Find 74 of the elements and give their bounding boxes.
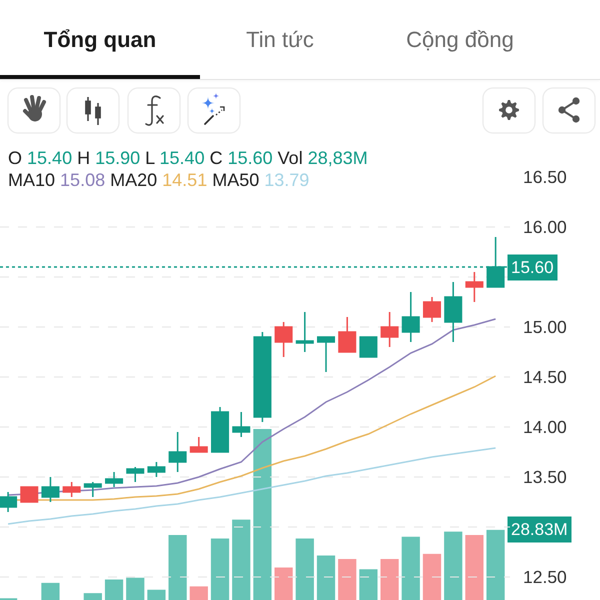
candlestick [465, 271, 484, 303]
candlestick [211, 406, 230, 453]
y-tick-label: 14.00 [523, 417, 568, 438]
annotation: 14.51 [162, 170, 208, 190]
bar [147, 590, 166, 600]
text: 15.40 [160, 148, 205, 168]
candlestick [253, 331, 272, 423]
text: 28,83M [308, 148, 368, 168]
text: O [8, 148, 22, 168]
bar [253, 429, 272, 600]
candlestick [232, 411, 250, 438]
annotation: MA10 [8, 170, 56, 190]
bar [422, 554, 442, 600]
text: L [145, 148, 155, 168]
text: Tin tức [245, 26, 315, 54]
y-tick-label: 12.50 [523, 567, 568, 588]
candlestick [380, 311, 399, 348]
candlestick [20, 486, 38, 503]
bar [465, 535, 484, 600]
annotation: MA50 [212, 170, 260, 190]
bar [359, 569, 378, 600]
candlestick [147, 461, 166, 478]
annotation: MA20 [110, 170, 158, 190]
bar [486, 530, 505, 600]
text: 15.60 [228, 148, 273, 168]
line-series [7, 447, 496, 525]
bar [444, 532, 462, 600]
bar [296, 538, 314, 600]
candlestick [296, 311, 314, 353]
bar [380, 558, 399, 600]
annotation: 15.08 [60, 170, 106, 190]
candlestick [316, 336, 336, 373]
bar [232, 520, 250, 600]
candlestick [422, 296, 442, 323]
bar [41, 582, 60, 600]
y-tick-label: 16.50 [523, 167, 568, 188]
line-series [7, 318, 496, 496]
annotation: 13.79 [264, 170, 310, 190]
candlestick [444, 281, 462, 343]
bar [338, 558, 356, 600]
bar [190, 586, 208, 600]
bar [84, 593, 102, 600]
text: Cộng đồng [405, 26, 515, 54]
y-tick-label: 15.00 [523, 317, 568, 338]
y-tick-label: 14.50 [523, 367, 568, 388]
candlestick [84, 481, 102, 498]
candlestick [190, 436, 208, 453]
text: C [210, 148, 223, 168]
bar [168, 535, 187, 600]
bar [316, 556, 336, 600]
bar [104, 579, 124, 600]
candlestick [402, 291, 420, 343]
candlestick [274, 321, 293, 358]
text: 15.90 [95, 148, 140, 168]
candlestick [359, 336, 378, 358]
text: H [77, 148, 90, 168]
candlestick [0, 491, 18, 513]
y-tick-label: 13.50 [523, 467, 568, 488]
y-tick-label: 16.00 [523, 217, 568, 238]
text: Vol [278, 148, 303, 168]
bar [274, 568, 293, 600]
bar [210, 538, 230, 600]
candlestick [105, 471, 124, 488]
candlestick [126, 466, 144, 483]
candlestick [62, 481, 81, 498]
bar [402, 536, 420, 600]
bar [126, 578, 144, 600]
candlestick [338, 316, 356, 353]
ref-line-label: 15.60 [511, 258, 554, 277]
candlestick [168, 431, 187, 473]
text: Tổng quan [42, 26, 158, 54]
text: 28.83M [511, 520, 568, 539]
text: 15.40 [27, 148, 72, 168]
candlestick [41, 476, 60, 503]
